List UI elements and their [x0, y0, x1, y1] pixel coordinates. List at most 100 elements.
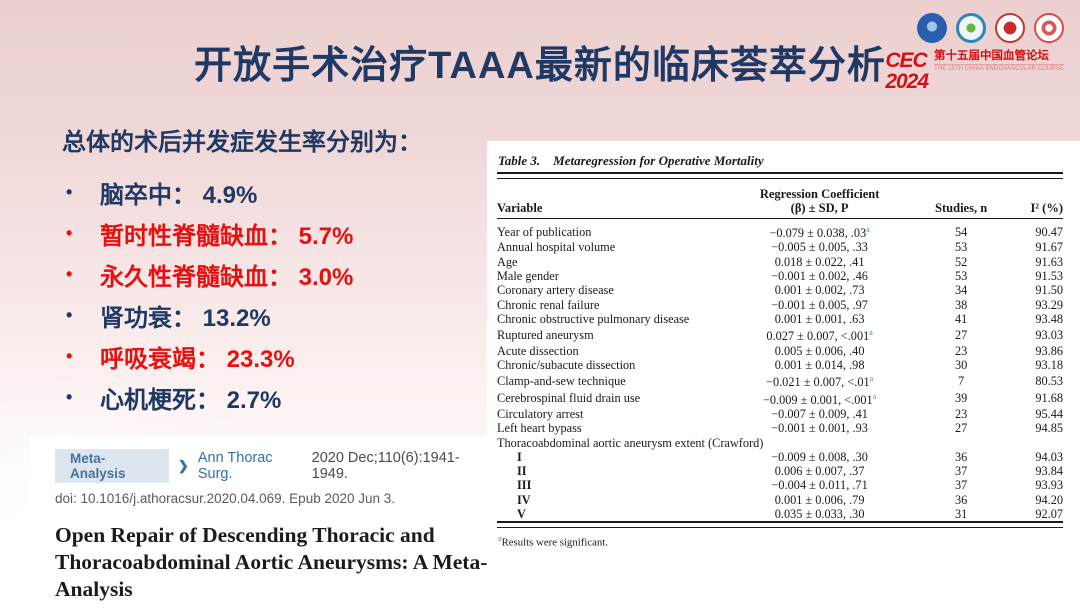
- studies-cell: 38: [954, 297, 968, 312]
- slide-title: 开放手术治疗TAAA最新的临床荟萃分析: [194, 45, 886, 87]
- complication-text: 永久性脊髓缺血： 3.0%: [100, 264, 354, 291]
- variable-cell: I: [517, 449, 522, 464]
- heterogeneity-cell: 91.63: [1035, 254, 1063, 269]
- studies-cell: 54: [954, 224, 968, 239]
- studies-cell: 41: [954, 311, 968, 326]
- complication-text: 肾功衰： 13.2%: [100, 305, 271, 332]
- variable-cell: Chronic/subacute dissection: [497, 357, 636, 372]
- conference-branding: CEC 2024 第十五届中国血管论坛 THE 15TH CHINA ENDOV…: [885, 13, 1064, 92]
- table-row: IV 0.001 ± 0.006, .79 36 94.20: [497, 493, 1063, 507]
- complication-text: 呼吸衰竭： 23.3%: [100, 346, 295, 373]
- chevron-right-icon: ❯: [177, 458, 189, 473]
- coefficient-cell: 0.005 ± 0.006, .40: [774, 343, 865, 358]
- complication-item: • 呼吸衰竭： 23.3%: [62, 336, 482, 377]
- heterogeneity-cell: 91.50: [1035, 283, 1063, 298]
- pubmed-citation-panel: Meta-Analysis ❯ Ann Thorac Surg. 2020 De…: [30, 436, 492, 610]
- table-row: Coronary artery disease 0.001 ± 0.002, .7…: [497, 283, 1063, 297]
- coefficient-cell: −0.004 ± 0.011, .71: [771, 478, 868, 493]
- variable-cell: Clamp-and-sew technique: [497, 373, 626, 388]
- table-body: Year of publication −0.079 ± 0.038, .03a 5…: [497, 219, 1063, 522]
- table-row: Circulatory arrest −0.007 ± 0.009, .41 23 9…: [497, 407, 1063, 421]
- table-caption: Table 3. Metaregression for Operative Mor…: [498, 153, 1063, 169]
- society-emblem-teal-icon: [956, 13, 986, 43]
- coefficient-cell: −0.009 ± 0.001, <.001a: [762, 391, 877, 407]
- heterogeneity-cell: 95.44: [1035, 406, 1063, 421]
- variable-cell: Age: [497, 254, 518, 269]
- metaregression-table-panel: Table 3. Metaregression for Operative Mor…: [487, 141, 1080, 565]
- heterogeneity-cell: 91.53: [1035, 268, 1063, 283]
- journal-link[interactable]: Ann Thorac Surg.: [197, 450, 273, 482]
- flower-emblem-red-icon: [1034, 13, 1064, 43]
- table-header-row: Variable Regression Coefficient (β) ± SD…: [497, 179, 1063, 219]
- variable-cell: V: [517, 507, 526, 522]
- table-row: I −0.009 ± 0.008, .30 36 94.03: [497, 450, 1063, 464]
- studies-cell: 53: [954, 240, 968, 255]
- significance-marker: a: [869, 374, 874, 384]
- complication-item: • 心机梗死： 2.7%: [62, 377, 482, 418]
- table-row: Cerebrospinal fluid drain use −0.009 ± 0.…: [497, 390, 1063, 407]
- coefficient-cell: 0.035 ± 0.033, .30: [774, 507, 865, 522]
- complication-item: • 脑卒中： 4.9%: [62, 172, 482, 213]
- heterogeneity-cell: 92.07: [1035, 507, 1063, 522]
- bullet-icon: •: [66, 305, 73, 325]
- heterogeneity-cell: 93.03: [1035, 327, 1063, 342]
- table-footnote: aResults were significant.: [498, 534, 609, 549]
- complication-text: 暂时性脊髓缺血： 5.7%: [100, 223, 354, 250]
- studies-cell: 27: [954, 421, 968, 436]
- variable-cell: IV: [517, 492, 531, 507]
- variable-cell: II: [517, 464, 527, 479]
- heterogeneity-cell: [1006, 436, 1063, 450]
- table-row: Chronic renal failure −0.001 ± 0.005, .97…: [497, 298, 1063, 312]
- table-row: Thoracoabdominal aortic aneurysm extent …: [497, 436, 1063, 450]
- heterogeneity-cell: 93.93: [1035, 478, 1063, 493]
- complication-item: • 肾功衰： 13.2%: [62, 295, 482, 336]
- col-header-coefficient: Regression Coefficient (β) ± SD, P: [723, 179, 916, 219]
- studies-cell: 53: [954, 268, 968, 283]
- complication-list: • 脑卒中： 4.9% • 暂时性脊髓缺血： 5.7% • 永久性脊髓缺血： 3.0% • 肾…: [62, 172, 482, 418]
- forum-name-cn: 第十五届中国血管论坛: [934, 50, 1050, 62]
- significance-marker: a: [869, 328, 873, 338]
- table-row: Chronic/subacute dissection 0.001 ± 0.014…: [497, 358, 1063, 372]
- significance-marker: a: [872, 391, 877, 401]
- variable-cell: Chronic renal failure: [497, 297, 600, 312]
- cec-2024-logo: CEC 2024: [885, 49, 929, 93]
- table-caption-text: Metaregression for Operative Mortality: [553, 153, 764, 168]
- heterogeneity-cell: 93.29: [1035, 297, 1063, 312]
- table-row: III −0.004 ± 0.011, .71 37 93.93: [497, 478, 1063, 492]
- table-row: Clamp-and-sew technique −0.021 ± 0.007, <…: [497, 372, 1063, 390]
- col-header-studies: Studies, n: [915, 179, 1007, 219]
- studies-cell: 30: [954, 357, 968, 372]
- table-row: Left heart bypass −0.001 ± 0.001, .93 27 94…: [497, 421, 1063, 435]
- bullet-icon: •: [66, 387, 73, 407]
- coefficient-cell: 0.001 ± 0.014, .98: [774, 357, 865, 372]
- table-row: II 0.006 ± 0.007, .37 37 93.84: [497, 464, 1063, 478]
- hospital-emblem-blue-icon: [917, 13, 947, 43]
- studies-cell: 36: [954, 449, 968, 464]
- studies-cell: 37: [954, 478, 968, 493]
- complication-item: • 暂时性脊髓缺血： 5.7%: [62, 213, 482, 254]
- coefficient-cell: 0.001 ± 0.001, .63: [774, 311, 865, 326]
- variable-cell: Thoracoabdominal aortic aneurysm extent …: [497, 435, 764, 450]
- paper-title: Open Repair of Descending Thoracic and T…: [55, 523, 488, 602]
- coefficient-cell: −0.079 ± 0.038, .03a: [769, 225, 870, 241]
- variable-cell: Left heart bypass: [497, 421, 582, 436]
- complication-summary: 总体的术后并发症发生率分别为： • 脑卒中： 4.9% • 暂时性脊髓缺血： 5.7%…: [62, 122, 482, 418]
- coefficient-cell: −0.001 ± 0.002, .46: [771, 268, 868, 283]
- table-row: Male gender −0.001 ± 0.002, .46 53 91.53: [497, 269, 1063, 283]
- variable-cell: Coronary artery disease: [497, 283, 614, 298]
- meta-analysis-badge[interactable]: Meta-Analysis: [55, 449, 169, 483]
- table-bottom-rule: [497, 521, 1063, 529]
- table-row: Acute dissection 0.005 ± 0.006, .40 23 93.8…: [497, 344, 1063, 358]
- heterogeneity-cell: 91.67: [1035, 240, 1063, 255]
- table-row: Age 0.018 ± 0.022, .41 52 91.63: [497, 255, 1063, 269]
- heterogeneity-cell: 91.68: [1035, 391, 1063, 406]
- table-top-rule: [497, 172, 1063, 179]
- studies-cell: 39: [954, 391, 968, 406]
- table-row: V 0.035 ± 0.033, .30 31 92.07: [497, 507, 1063, 521]
- doi-line: doi: 10.1016/j.athoracsur.2020.04.069. E…: [55, 491, 396, 506]
- coefficient-cell: 0.027 ± 0.007, <.001a: [766, 328, 873, 344]
- journal-issue: 2020 Dec;110(6):1941-1949.: [311, 450, 460, 482]
- studies-cell: 27: [954, 327, 968, 342]
- heterogeneity-cell: 80.53: [1035, 373, 1063, 388]
- variable-cell: Year of publication: [497, 224, 592, 239]
